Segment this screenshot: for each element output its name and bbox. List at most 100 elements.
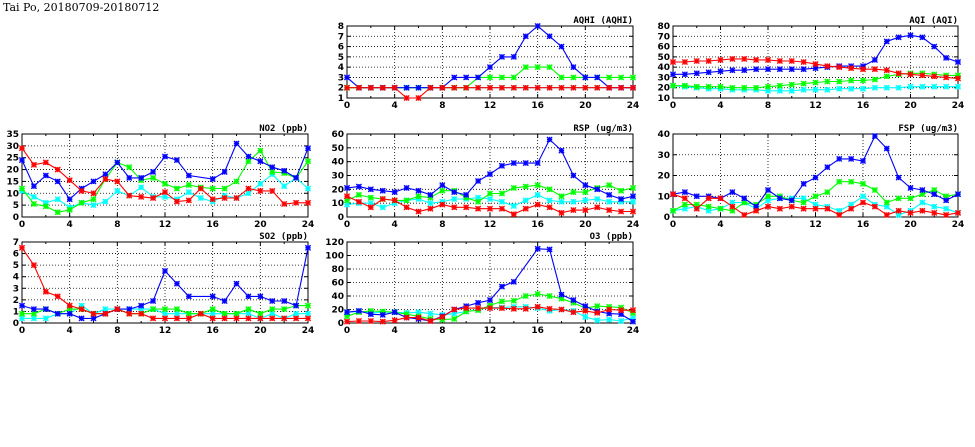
x-tick-label: 0: [670, 101, 676, 111]
asterisk-marker: [510, 84, 517, 91]
data-point: [836, 178, 843, 185]
x-tick-label: 20: [904, 101, 917, 111]
data-point: [257, 315, 264, 322]
data-point: [475, 84, 482, 91]
asterisk-marker: [475, 299, 482, 306]
data-point: [343, 318, 351, 325]
asterisk-marker: [693, 193, 700, 200]
data-point: [18, 157, 26, 164]
asterisk-marker: [209, 185, 216, 192]
data-point: [150, 174, 157, 181]
data-point: [954, 191, 962, 198]
data-point: [705, 203, 712, 210]
asterisk-marker: [570, 309, 577, 316]
asterisk-marker: [78, 306, 85, 313]
data-point: [883, 84, 890, 91]
data-point: [943, 193, 950, 200]
asterisk-marker: [475, 194, 482, 201]
asterisk-marker: [173, 310, 180, 317]
data-point: [594, 303, 601, 310]
asterisk-marker: [245, 190, 252, 197]
series-red: [18, 244, 312, 322]
asterisk-marker: [304, 185, 312, 192]
data-point: [582, 84, 589, 91]
data-point: [451, 310, 458, 317]
x-tick-label: 20: [579, 101, 592, 111]
data-point: [427, 84, 434, 91]
asterisk-marker: [475, 198, 482, 205]
asterisk-marker: [281, 167, 288, 174]
asterisk-marker: [558, 295, 565, 302]
data-point: [391, 197, 398, 204]
data-point: [114, 187, 121, 194]
data-point: [836, 64, 843, 71]
asterisk-marker: [824, 63, 831, 70]
data-point: [812, 201, 819, 208]
data-point: [281, 183, 288, 190]
plot-frame: [346, 133, 634, 218]
data-point: [895, 195, 902, 202]
data-point: [185, 293, 192, 300]
data-point: [836, 78, 843, 85]
data-point: [114, 306, 121, 313]
asterisk-marker: [439, 316, 446, 323]
data-point: [150, 315, 157, 322]
data-point: [293, 310, 300, 317]
asterisk-marker: [606, 310, 613, 317]
asterisk-marker: [895, 211, 902, 218]
data-point: [717, 205, 724, 212]
data-point: [618, 307, 625, 314]
asterisk-marker: [42, 306, 49, 313]
asterisk-marker: [570, 198, 577, 205]
asterisk-marker: [18, 185, 26, 192]
asterisk-marker: [824, 164, 831, 171]
data-point: [173, 185, 180, 192]
asterisk-marker: [582, 197, 589, 204]
asterisk-marker: [486, 305, 494, 312]
data-point: [848, 205, 855, 212]
data-point: [391, 189, 398, 196]
asterisk-marker: [18, 244, 26, 251]
asterisk-marker: [209, 315, 216, 322]
asterisk-marker: [943, 74, 950, 81]
data-point: [606, 207, 613, 214]
data-point: [764, 193, 772, 200]
asterisk-marker: [367, 204, 374, 211]
x-tick-label: 16: [206, 220, 219, 230]
data-point: [824, 164, 831, 171]
asterisk-marker: [427, 200, 434, 207]
data-point: [606, 310, 613, 317]
data-point: [42, 315, 49, 322]
data-point: [606, 84, 613, 91]
asterisk-marker: [546, 246, 553, 253]
asterisk-marker: [18, 157, 26, 164]
data-point: [522, 84, 529, 91]
asterisk-marker: [173, 157, 180, 164]
asterisk-marker: [954, 72, 962, 79]
data-point: [859, 193, 867, 200]
data-point: [185, 197, 192, 204]
data-point: [463, 74, 470, 81]
asterisk-marker: [534, 290, 541, 297]
y-tick-label: 5: [338, 53, 344, 63]
asterisk-marker: [197, 310, 204, 317]
data-point: [415, 193, 422, 200]
asterisk-marker: [90, 190, 97, 197]
y-tick-label: 70: [657, 32, 670, 42]
data-point: [594, 309, 601, 316]
asterisk-marker: [245, 293, 252, 300]
plot-frame: [21, 133, 309, 218]
x-tick-label: 24: [952, 220, 965, 230]
asterisk-marker: [546, 64, 553, 71]
data-point: [629, 318, 637, 325]
data-point: [522, 305, 529, 312]
data-point: [800, 199, 807, 206]
data-point: [848, 65, 855, 72]
asterisk-marker: [954, 209, 962, 216]
data-point: [717, 83, 724, 90]
asterisk-marker: [293, 310, 300, 317]
asterisk-marker: [78, 199, 85, 206]
asterisk-marker: [859, 193, 867, 200]
data-point: [161, 306, 169, 313]
asterisk-marker: [764, 203, 772, 210]
